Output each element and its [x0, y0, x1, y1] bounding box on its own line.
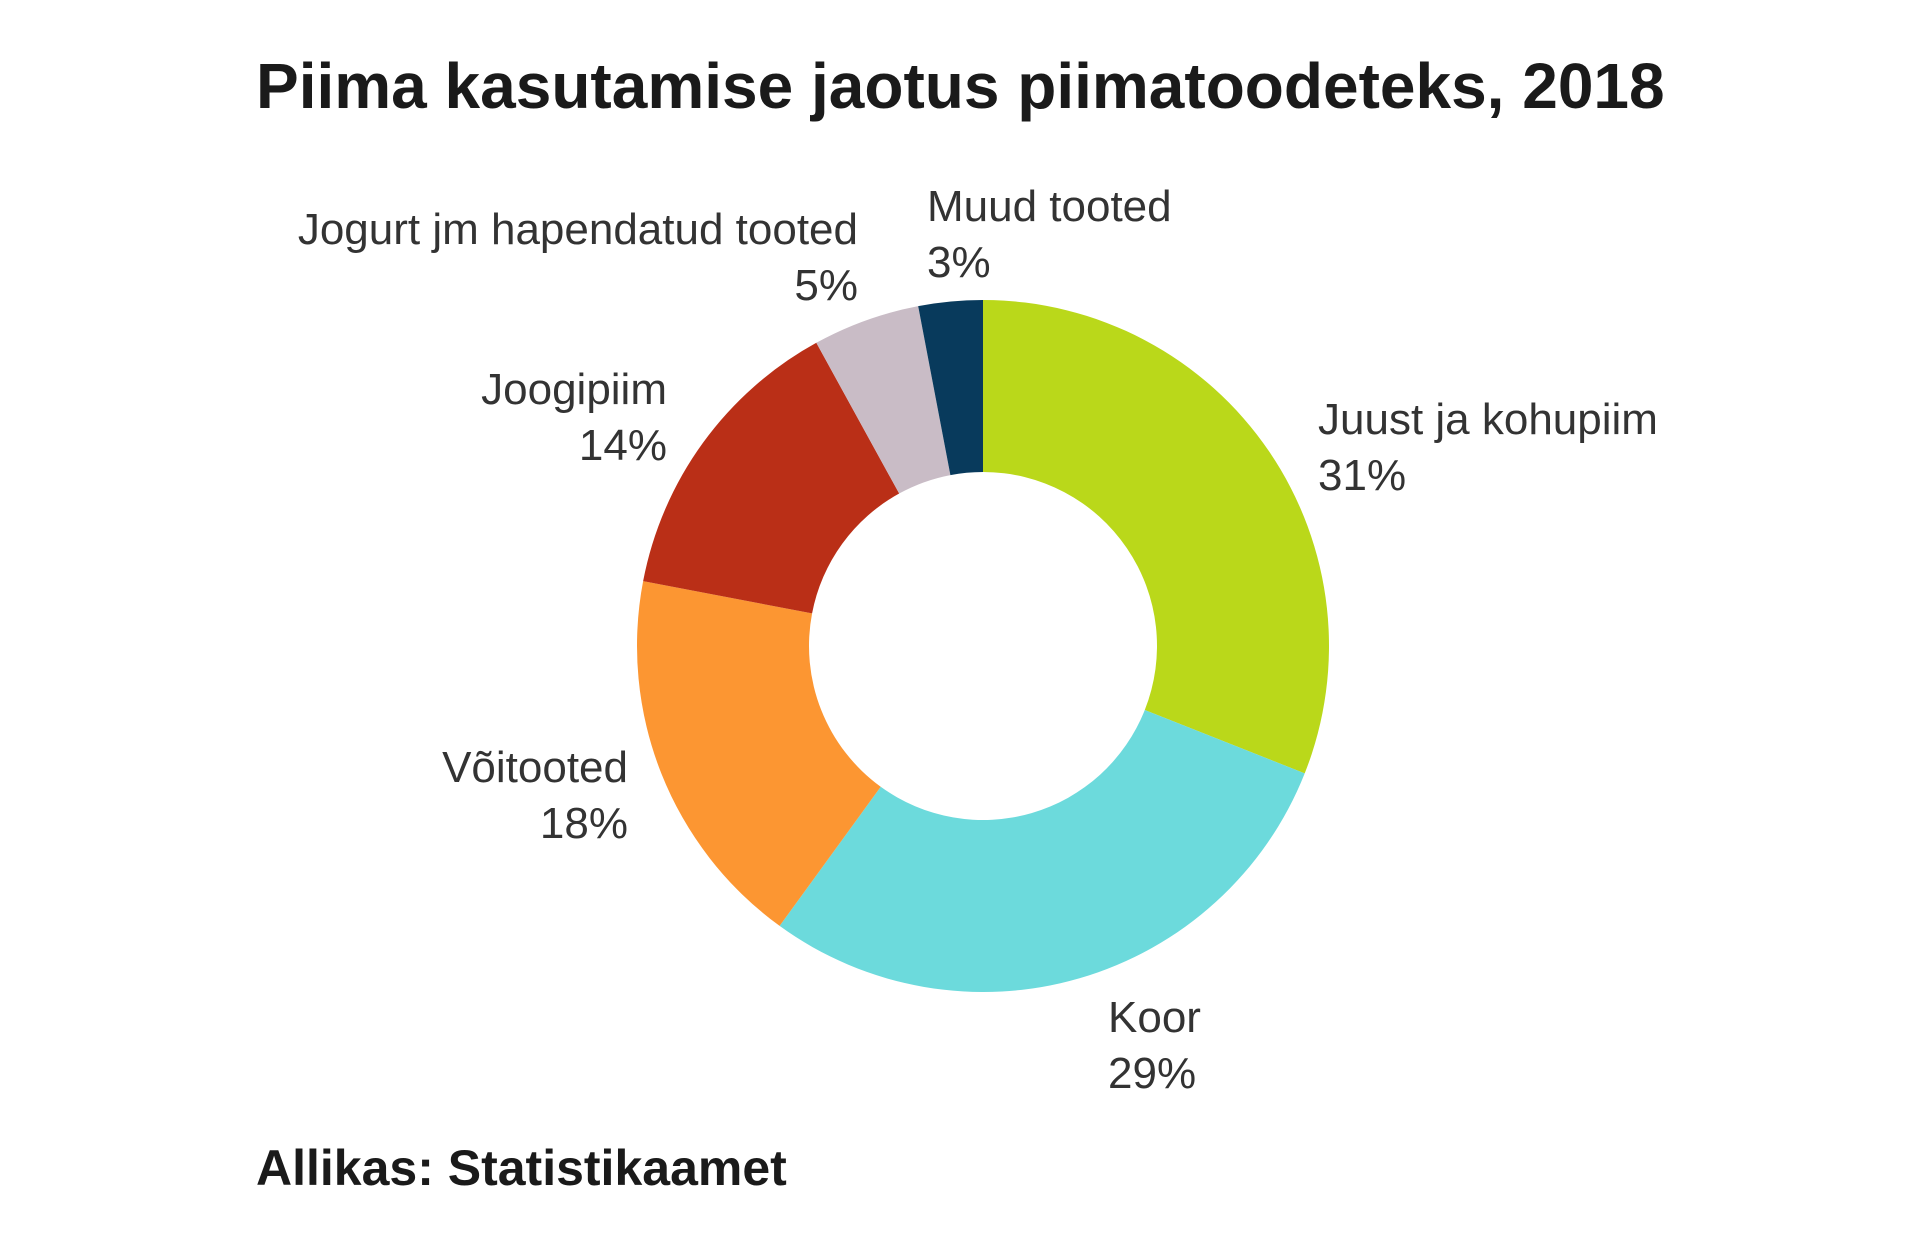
label-value: 3% — [927, 238, 991, 287]
label-value: 31% — [1318, 451, 1407, 500]
donut-slice-joogipiim — [643, 342, 900, 614]
label-name: Juust ja kohupiim — [1318, 395, 1658, 444]
label-name: Võitooted — [442, 743, 628, 792]
donut-slice-koor — [779, 710, 1305, 992]
label-value: 14% — [578, 421, 667, 470]
label-jogurt: Jogurt jm hapendatud tooted 5% — [298, 202, 858, 314]
donut-slice-juust-ja-kohupiim — [983, 300, 1329, 774]
label-name: Jogurt jm hapendatud tooted — [297, 205, 858, 254]
chart-title: Piima kasutamise jaotus piimatoodeteks, … — [256, 50, 1665, 122]
donut-slice-jogurt-jm-hapendatud-tooted — [816, 306, 951, 494]
label-name: Muud tooted — [927, 182, 1172, 231]
label-name: Koor — [1108, 993, 1201, 1042]
label-joogipiim: Joogipiim 14% — [481, 362, 667, 474]
label-muud-tooted: Muud tooted 3% — [927, 179, 1172, 291]
chart-source: Allikas: Statistikaamet — [256, 1140, 787, 1196]
label-voitooted: Võitooted 18% — [442, 740, 628, 852]
label-juust-ja-kohupiim: Juust ja kohupiim 31% — [1318, 392, 1658, 504]
label-value: 18% — [539, 799, 628, 848]
label-value: 29% — [1108, 1049, 1197, 1098]
label-koor: Koor 29% — [1108, 990, 1201, 1102]
label-name: Joogipiim — [481, 365, 667, 414]
donut-slice-muud-tooted — [918, 300, 983, 476]
label-value: 5% — [794, 261, 858, 310]
donut-slice-võitooted — [636, 581, 881, 926]
